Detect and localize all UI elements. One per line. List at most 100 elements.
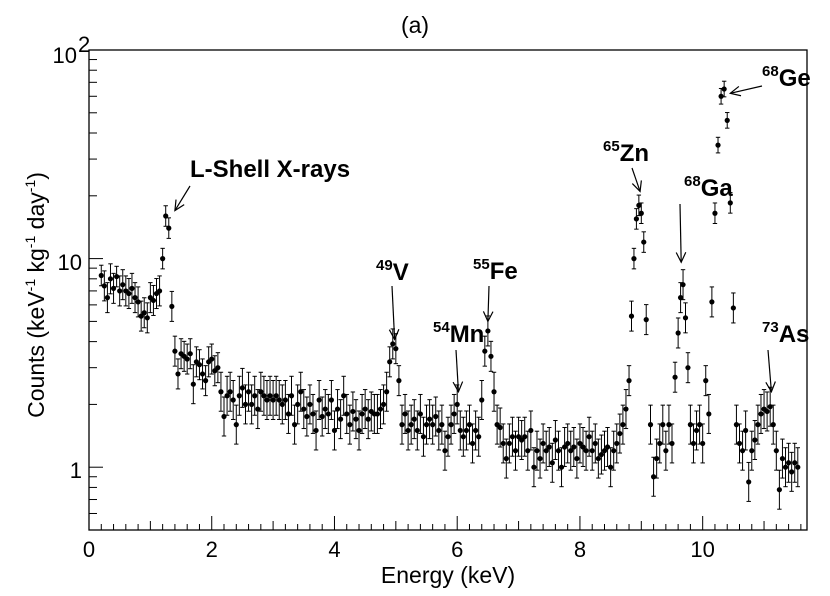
- marker: [282, 397, 288, 403]
- marker: [561, 444, 568, 450]
- marker: [184, 356, 190, 362]
- marker: [356, 427, 362, 434]
- marker: [101, 283, 107, 289]
- data-point: [641, 231, 647, 253]
- marker: [636, 202, 642, 208]
- data-point: [546, 427, 552, 467]
- marker: [387, 359, 393, 365]
- data-point: [614, 423, 620, 464]
- data-point: [693, 410, 700, 451]
- marker: [104, 295, 111, 301]
- marker: [430, 422, 436, 428]
- data-point: [252, 375, 258, 416]
- x-tick-label: 0: [83, 537, 95, 562]
- annotation-label: 68Ga: [684, 173, 733, 202]
- marker: [746, 479, 752, 485]
- marker: [209, 356, 215, 362]
- data-point: [420, 416, 427, 457]
- marker: [374, 411, 381, 417]
- data-point: [531, 447, 537, 488]
- data-point: [417, 393, 423, 434]
- data-point: [512, 430, 519, 471]
- data-point: [552, 420, 558, 461]
- marker: [347, 422, 353, 428]
- marker: [279, 401, 285, 408]
- data-point: [190, 364, 196, 405]
- marker: [614, 440, 620, 447]
- annotation-arrowhead: [631, 180, 642, 193]
- data-point: [114, 265, 120, 288]
- data-point: [628, 300, 635, 332]
- data-point: [426, 399, 433, 440]
- data-point: [700, 423, 706, 464]
- data-point: [549, 442, 555, 483]
- marker: [641, 239, 647, 245]
- marker: [620, 422, 626, 428]
- data-point: [503, 438, 509, 479]
- marker: [402, 411, 408, 417]
- marker: [549, 460, 555, 466]
- marker: [396, 378, 402, 384]
- data-point: [150, 284, 157, 316]
- marker: [721, 86, 727, 92]
- data-point: [156, 275, 163, 307]
- marker: [338, 416, 344, 422]
- marker: [350, 408, 356, 415]
- marker: [497, 424, 503, 431]
- data-point: [230, 380, 236, 420]
- data-point: [442, 430, 448, 471]
- marker: [316, 397, 322, 403]
- data-point: [577, 423, 583, 464]
- data-point: [638, 202, 644, 225]
- data-point: [380, 384, 387, 425]
- marker: [150, 297, 157, 304]
- marker: [672, 374, 678, 380]
- data-point: [218, 371, 224, 412]
- marker: [141, 310, 147, 316]
- data-point: [785, 442, 792, 483]
- marker: [724, 117, 730, 123]
- data-point: [430, 404, 436, 445]
- data-point: [313, 410, 319, 451]
- marker: [307, 401, 313, 408]
- marker: [583, 448, 589, 454]
- data-point: [795, 447, 801, 488]
- data-point: [654, 438, 660, 479]
- marker: [663, 448, 669, 454]
- data-point: [672, 361, 678, 393]
- annotation-as: 73As: [762, 319, 809, 394]
- data-point: [715, 136, 721, 154]
- marker: [264, 397, 270, 403]
- data-point: [439, 404, 445, 445]
- marker: [377, 406, 384, 412]
- marker: [295, 401, 301, 408]
- data-point: [132, 282, 138, 314]
- data-point: [448, 404, 454, 445]
- data-point: [598, 434, 605, 475]
- data-point: [727, 192, 733, 214]
- data-point: [463, 410, 470, 451]
- marker: [304, 413, 310, 420]
- marker: [473, 427, 479, 434]
- marker: [236, 393, 242, 399]
- marker: [187, 351, 193, 357]
- data-point: [384, 371, 390, 412]
- data-point: [359, 393, 365, 434]
- data-point: [752, 420, 758, 461]
- data-point: [322, 389, 328, 430]
- annotation-arrow: [455, 349, 460, 392]
- marker: [476, 434, 482, 440]
- marker: [169, 303, 175, 310]
- marker: [479, 397, 485, 403]
- plot-frame: [88, 49, 808, 531]
- data-point: [202, 365, 209, 397]
- marker: [571, 444, 577, 450]
- data-point: [739, 430, 746, 471]
- data-point: [301, 389, 307, 430]
- annotation-arrowhead: [728, 85, 742, 97]
- marker: [743, 427, 749, 434]
- data-point: [126, 278, 132, 310]
- data-point: [682, 302, 689, 334]
- marker: [733, 422, 740, 428]
